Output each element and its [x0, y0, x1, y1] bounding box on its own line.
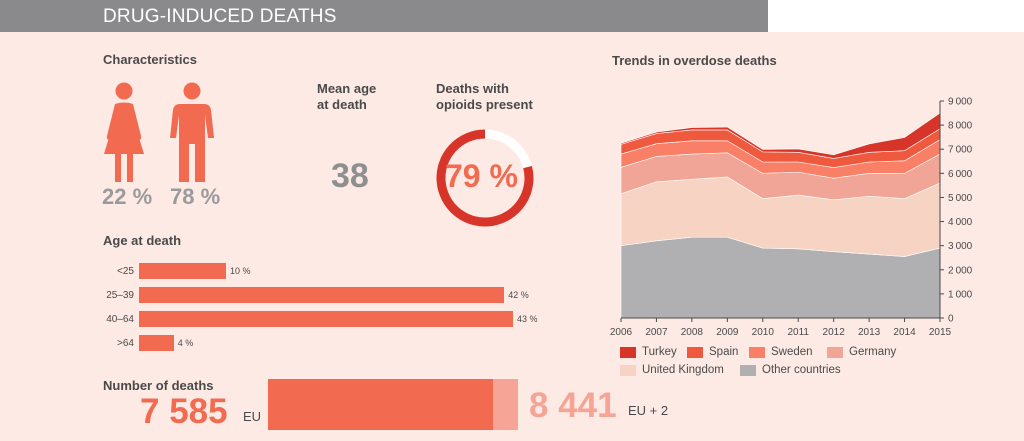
age-bar-value: 42 %	[508, 290, 529, 300]
chart-title: Trends in overdose deaths	[612, 53, 777, 68]
female-percentage: 22 %	[102, 184, 153, 209]
legend-swatch	[740, 364, 756, 376]
legend-swatch	[620, 346, 636, 358]
mean-age-title-line2: at death	[317, 97, 367, 112]
age-bar	[139, 287, 505, 303]
y-tick-label: 7 000	[948, 145, 973, 156]
age-bar-value: 10 %	[229, 266, 251, 276]
age-bar-label: <25	[117, 266, 134, 277]
x-tick-label: 2014	[893, 327, 916, 338]
age-bar-label: 25–39	[106, 290, 134, 301]
age-bar-value: 43 %	[517, 314, 538, 324]
y-tick-label: 3 000	[948, 241, 973, 252]
x-tick-label: 2011	[787, 327, 809, 338]
legend-item: Other countries	[740, 364, 841, 376]
mean-age-value: 38	[331, 157, 369, 195]
age-bar	[139, 311, 513, 327]
legend-swatch	[620, 364, 636, 376]
y-tick-label: 6 000	[948, 169, 973, 180]
legend-swatch	[687, 346, 703, 358]
y-tick-label: 8 000	[948, 121, 973, 132]
age-bar-value: 4 %	[177, 338, 194, 348]
age-bar-label: >64	[117, 338, 134, 349]
opioids-ring-arc	[436, 129, 534, 227]
legend-item: Sweden	[749, 346, 813, 358]
legend-label: Other countries	[762, 364, 841, 376]
y-tick-label: 0	[948, 314, 954, 325]
x-tick-label: 2006	[610, 327, 633, 338]
y-tick-label: 9 000	[948, 97, 973, 108]
y-tick-label: 2 000	[948, 265, 973, 276]
opioids-ring	[436, 129, 534, 227]
age-bar	[139, 335, 174, 351]
legend-item: Germany	[827, 346, 896, 358]
x-tick-label: 2009	[716, 327, 739, 338]
eu-label: EU	[243, 409, 262, 424]
opioids-title-line1: Deaths with	[436, 81, 509, 96]
legend-label: Germany	[849, 346, 897, 358]
opioids-title-line2: opioids present	[436, 97, 533, 112]
age-bar-label: 40–64	[106, 314, 134, 325]
x-tick-label: 2007	[645, 327, 668, 338]
legend-item: Turkey	[620, 346, 677, 358]
x-tick-label: 2013	[858, 327, 881, 338]
eu2-deaths-value: 8 441	[529, 386, 617, 425]
legend-label: Turkey	[642, 346, 677, 358]
y-tick-label: 5 000	[948, 193, 973, 204]
opioids-title: Deaths with opioids present	[436, 81, 533, 113]
number-of-deaths-title: Number of deaths	[103, 378, 214, 393]
x-tick-label: 2010	[752, 327, 775, 338]
eu-deaths-bar	[268, 379, 493, 430]
legend-item: Spain	[687, 346, 738, 358]
legend-item: United Kingdom	[620, 364, 724, 376]
page-title: DRUG-INDUCED DEATHS	[103, 6, 337, 27]
legend-swatch	[749, 346, 765, 358]
eu2-label: EU + 2	[628, 403, 669, 418]
legend-label: Spain	[709, 346, 739, 358]
legend-label: Sweden	[771, 346, 813, 358]
y-tick-label: 4 000	[948, 217, 973, 228]
age-bar	[139, 263, 226, 279]
y-tick-label: 1 000	[948, 289, 973, 300]
overdose-trends-chart: 0 1 000 2 000 3 000 4 000 5 000 6 000 7 000 8 00…	[610, 97, 973, 339]
eu2-extra-deaths-bar	[492, 379, 518, 430]
x-tick-label: 2008	[681, 327, 704, 338]
mean-age-title: Mean age at death	[317, 81, 376, 113]
legend-swatch	[827, 346, 843, 358]
x-tick-label: 2012	[823, 327, 846, 338]
header-bar: DRUG-INDUCED DEATHS	[0, 0, 768, 32]
x-tick-label: 2015	[929, 327, 952, 338]
eu-deaths-value: 7 585	[140, 392, 228, 431]
characteristics-title: Characteristics	[103, 52, 197, 67]
male-figure-icon	[170, 82, 214, 182]
age-at-death-title: Age at death	[103, 233, 182, 248]
mean-age-title-line1: Mean age	[317, 81, 377, 96]
male-percentage: 78 %	[170, 184, 221, 209]
female-figure-icon	[104, 82, 144, 182]
opioids-value: 79 %	[445, 158, 518, 194]
legend-label: United Kingdom	[642, 364, 724, 376]
